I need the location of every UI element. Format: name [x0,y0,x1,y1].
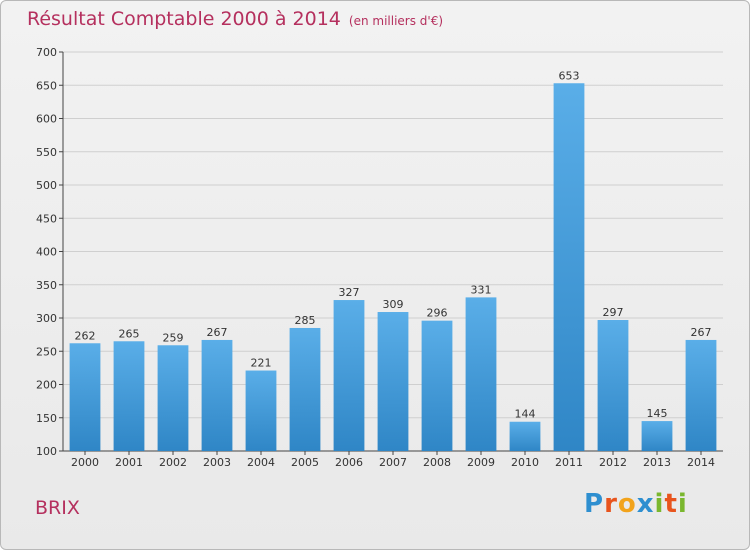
data-label: 331 [471,283,492,296]
y-tick-label: 300 [36,312,57,325]
y-tick-label: 550 [36,146,57,159]
x-tick-label: 2013 [643,456,671,469]
chart-title: Résultat Comptable 2000 à 2014 (en millie… [27,8,443,30]
bar [641,421,673,451]
x-tick-label: 2006 [335,456,363,469]
x-tick-label: 2002 [159,456,187,469]
bar [597,319,629,451]
data-label: 297 [603,306,624,319]
x-tick-label: 2011 [555,456,583,469]
logo-letter: i [654,489,665,519]
data-label: 309 [383,298,404,311]
y-tick-label: 450 [36,212,57,225]
y-tick-label: 650 [36,79,57,92]
x-tick-label: 2005 [291,456,319,469]
data-label: 285 [295,314,316,327]
logo-letter: i [677,489,688,519]
x-tick-label: 2014 [687,456,715,469]
proxiti-logo: Proxiti [584,489,688,519]
bar [69,343,101,451]
x-tick-label: 2001 [115,456,143,469]
bar [465,297,497,451]
logo-letter: o [617,489,637,519]
y-tick-label: 600 [36,113,57,126]
commune-name: BRIX [35,497,80,519]
bar [509,421,541,451]
data-label: 262 [75,329,96,342]
x-tick-label: 2010 [511,456,539,469]
chart-unit: (en milliers d'€) [348,14,444,28]
bar [421,320,453,451]
x-tick-label: 2012 [599,456,627,469]
chart-title-text: Résultat Comptable 2000 à 2014 [27,8,341,30]
data-label: 267 [691,326,712,339]
x-tick-label: 2000 [71,456,99,469]
data-label: 296 [427,307,448,320]
y-tick-label: 400 [36,246,57,259]
y-tick-label: 100 [36,445,57,458]
y-tick-label: 700 [36,46,57,59]
y-tick-label: 500 [36,179,57,192]
bar [201,339,233,451]
data-label: 144 [515,408,536,421]
data-label: 267 [207,326,228,339]
bar [333,300,365,451]
x-tick-label: 2003 [203,456,231,469]
logo-letter: r [604,489,618,519]
data-label: 265 [119,327,140,340]
data-label: 327 [339,286,360,299]
data-label: 145 [647,407,668,420]
x-tick-label: 2007 [379,456,407,469]
bar [245,370,277,451]
logo-letter: x [636,489,655,519]
x-tick-label: 2004 [247,456,275,469]
logo-letter: P [584,489,605,519]
y-tick-label: 150 [36,412,57,425]
data-label: 221 [251,357,272,370]
x-tick-label: 2009 [467,456,495,469]
bar [157,345,189,451]
x-tick-label: 2008 [423,456,451,469]
bar [553,83,585,451]
logo-letter: t [664,489,678,519]
bar [685,339,717,451]
data-label: 259 [163,331,184,344]
y-tick-label: 200 [36,379,57,392]
y-tick-label: 250 [36,345,57,358]
bar [377,312,409,451]
y-tick-label: 350 [36,279,57,292]
bar [289,327,321,451]
bar [113,341,145,451]
data-label: 653 [559,69,580,82]
